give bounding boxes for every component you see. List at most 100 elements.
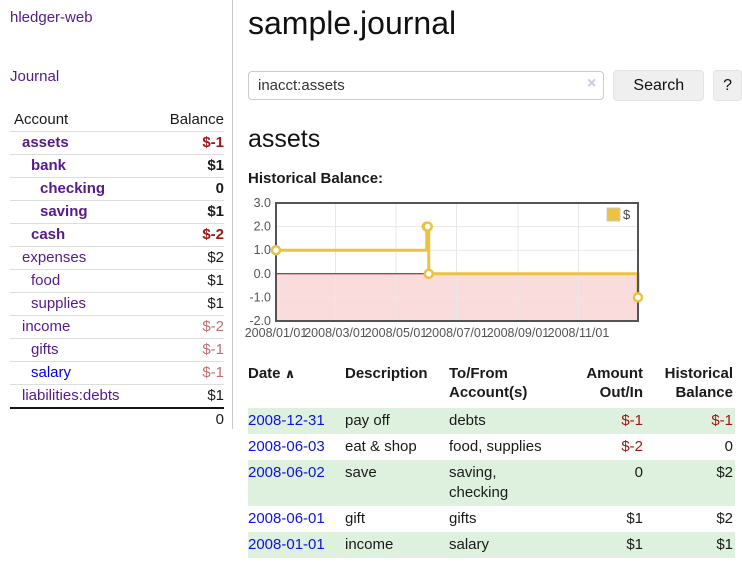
transaction-row: 2008-06-03 eat & shop food, supplies $-2… [248,434,735,460]
transaction-balance: 0 [724,438,733,455]
svg-text:2008/03/01: 2008/03/01 [304,326,367,340]
account-link-salary[interactable]: salary [31,364,72,381]
transaction-accounts: food, supplies [449,438,542,455]
transaction-balance: $2 [716,510,733,527]
svg-text:2008/07/01: 2008/07/01 [425,326,488,340]
transaction-balance: $2 [716,464,733,481]
svg-text:1.0: 1.0 [254,243,271,257]
account-heading: assets [248,125,321,153]
transaction-amount: $-1 [621,412,643,429]
transaction-date-link[interactable]: 2008-06-03 [248,438,325,455]
transaction-balance: $-1 [711,412,733,429]
account-balance: $1 [153,269,224,293]
svg-text:-2.0: -2.0 [249,314,271,328]
main-content: sample.journal × Search ? assets Histori… [245,0,742,558]
transaction-amount: $-2 [621,438,643,455]
search-input[interactable] [248,71,605,100]
account-balance: $-2 [153,223,224,247]
chart-canvas: $3.0 2.0 1.0 0.0 -1.0 -2.02008/01/012008/03/0… [245,196,644,340]
svg-text:2008/11/01: 2008/11/01 [548,326,610,340]
svg-text:3.0: 3.0 [254,196,271,210]
transaction-accounts: debts [449,412,486,429]
transaction-row: 2008-06-01 gift gifts $1 $2 [248,506,735,532]
date-column-header[interactable]: Date ∧ [248,365,296,382]
account-link-assets[interactable]: assets [22,134,69,151]
chart-heading: Historical Balance: [248,170,384,187]
account-link-saving[interactable]: saving [40,203,88,220]
page-title: sample.journal [248,5,457,41]
accounts-header-row: Account Balance [10,109,224,132]
transaction-date-link[interactable]: 2008-12-31 [248,412,325,429]
account-link-expenses[interactable]: expenses [22,249,87,266]
transaction-date-link[interactable]: 2008-01-01 [248,536,325,553]
account-row: cash $-2 [10,223,224,247]
transaction-amount: $1 [626,510,643,527]
account-link-checking[interactable]: checking [40,180,106,197]
transaction-description: pay off [345,412,390,429]
balance-column-header: Historical Balance [664,365,733,401]
account-link-gifts[interactable]: gifts [31,341,59,358]
register-table: Date ∧ Description To/From Account(s) Am… [248,362,735,558]
account-balance: $-1 [153,338,224,362]
account-row: income $-2 [10,315,224,339]
account-row: food $1 [10,269,224,293]
plot-border [275,202,639,322]
sidebar: hledger-web Journal Account Balance asse… [0,0,233,431]
register-header-row: Date ∧ Description To/From Account(s) Am… [248,362,735,408]
account-column-header: Account [10,109,154,132]
transaction-balance: $1 [716,536,733,553]
account-link-cash[interactable]: cash [31,226,66,243]
account-balance: $1 [153,384,224,409]
account-row: assets $-1 [10,131,224,155]
account-balance: $1 [153,154,224,178]
account-row: saving $1 [10,200,224,224]
search-button[interactable]: Search [613,70,705,101]
transaction-accounts: gifts [449,510,477,527]
account-balance: $1 [153,292,224,316]
svg-text:2008/05/01: 2008/05/01 [365,326,428,340]
transaction-date-link[interactable]: 2008-06-01 [248,510,325,527]
transaction-description: save [345,464,377,481]
description-column-header: Description [345,365,428,382]
svg-text:2008/01/01: 2008/01/01 [245,326,308,340]
account-balance: 0 [153,177,224,201]
svg-text:0.0: 0.0 [254,267,271,281]
data-point-marker [270,244,282,256]
balance-column-header: Balance [153,109,224,132]
help-button[interactable]: ? [713,70,742,101]
account-link-bank[interactable]: bank [31,157,67,174]
account-link-liabilities-debts[interactable]: liabilities:debts [22,387,120,404]
svg-text:2.0: 2.0 [254,220,271,234]
data-point-marker [632,292,644,303]
transaction-accounts: saving, checking [449,464,509,501]
account-row: checking 0 [10,177,224,201]
transaction-row: 2008-01-01 income salary $1 $1 [248,532,735,558]
transaction-row: 2008-06-02 save saving, checking 0 $2 [248,460,735,506]
transaction-date-link[interactable]: 2008-06-02 [248,464,325,481]
data-point-marker [423,268,434,280]
data-point-marker [422,221,433,232]
legend-label: $ [623,207,631,222]
legend-swatch [606,207,621,222]
clear-search-icon[interactable]: × [587,75,597,92]
accounts-table: Account Balance assets $-1 bank $1 check… [10,109,224,431]
transaction-description: income [345,536,394,553]
account-link-food[interactable]: food [31,272,61,289]
sidebar-item-journal[interactable]: Journal [10,68,60,85]
transaction-accounts: salary [449,536,490,553]
account-row: gifts $-1 [10,338,224,362]
account-balance: $-2 [153,315,224,339]
accounts-total-row: 0 [10,407,224,431]
account-balance: $1 [153,200,224,224]
accounts-total-value: 0 [153,407,224,431]
account-link-supplies[interactable]: supplies [31,295,87,312]
transaction-amount: 0 [634,464,643,481]
transaction-description: gift [345,510,366,527]
accounts-column-header: To/From Account(s) [449,365,528,401]
account-balance: $-1 [153,361,224,385]
account-link-income[interactable]: income [22,318,71,335]
app-title-link[interactable]: hledger-web [10,9,93,26]
account-row: expenses $2 [10,246,224,270]
transaction-row: 2008-12-31 pay off debts $-1 $-1 [248,408,735,434]
account-row: supplies $1 [10,292,224,316]
